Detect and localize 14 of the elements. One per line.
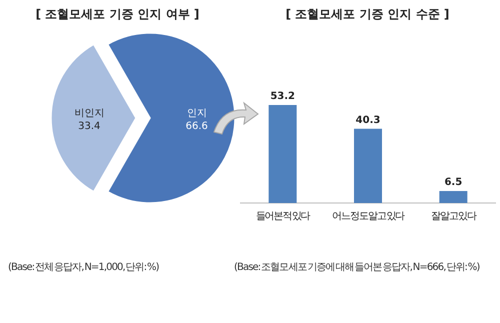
data-label: 66.6 (186, 121, 208, 132)
x-tick-label: 들어본 적 있다 (256, 211, 311, 222)
data-label: 6.5 (444, 177, 462, 188)
chart-title: [ 조혈모세포 기증 인지 수준 ] (286, 7, 450, 21)
text: (Base: 전체 응답자, N=1,000, 단위: %) (8, 262, 160, 273)
x-tick-label: 잘 알고 있다 (430, 211, 478, 222)
text: (Base: 조혈모세포 기증에 대해 들어본 응답자, N=666, 단위: %) (234, 262, 480, 273)
slice-label: 인지 (186, 108, 207, 119)
data-label: 40.3 (356, 114, 380, 126)
chart-title: [ 조혈모세포 기증 인지 여부 ] (36, 7, 200, 21)
x-tick-label: 어느 정도 알고 있다 (332, 211, 406, 222)
data-label: 53.2 (270, 91, 296, 102)
data-label: 33.4 (78, 121, 100, 132)
slice-label: 비인지 (74, 108, 104, 119)
